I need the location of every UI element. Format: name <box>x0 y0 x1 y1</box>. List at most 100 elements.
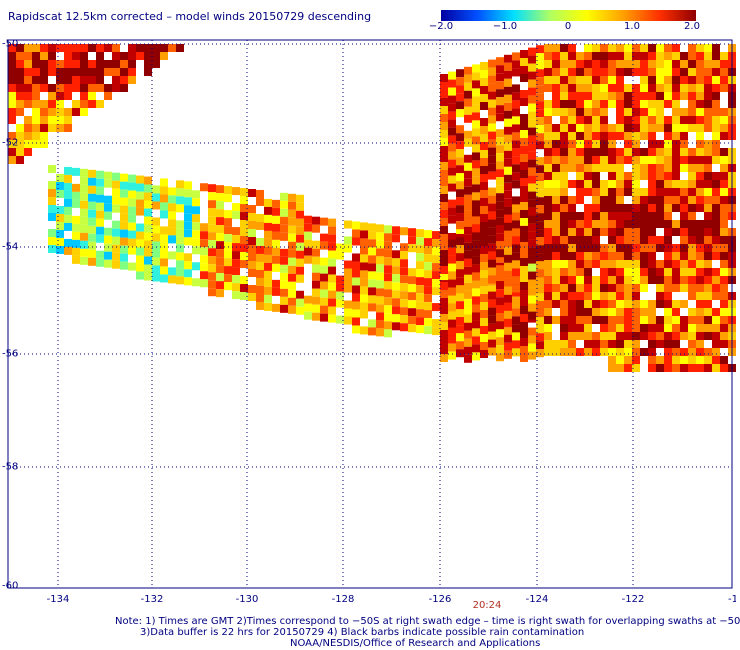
wind-cell <box>608 172 616 180</box>
wind-cell <box>544 308 552 316</box>
wind-cell <box>648 356 656 364</box>
wind-cell <box>360 286 368 295</box>
wind-cell <box>56 116 64 124</box>
wind-cell <box>440 170 448 178</box>
wind-cell <box>520 194 528 202</box>
wind-cell <box>72 247 80 256</box>
wind-cell <box>264 254 272 263</box>
wind-cell <box>448 159 456 168</box>
wind-cell <box>352 325 360 334</box>
wind-cell <box>664 196 672 204</box>
wind-cell <box>200 279 208 288</box>
wind-cell <box>640 220 648 228</box>
wind-cell <box>8 156 16 164</box>
wind-cell <box>616 356 624 364</box>
wind-cell <box>560 196 568 204</box>
wind-cell <box>496 81 504 90</box>
wind-cell <box>528 199 536 208</box>
wind-cell <box>624 332 632 340</box>
wind-cell <box>616 204 624 212</box>
wind-cell <box>616 100 624 108</box>
wind-cell <box>384 233 392 242</box>
wind-cell <box>72 191 80 200</box>
wind-cell <box>696 188 704 196</box>
wind-cell <box>184 237 192 246</box>
wind-cell <box>576 268 584 276</box>
wind-cell <box>304 303 312 312</box>
wind-cell <box>480 334 488 342</box>
wind-cell <box>88 241 96 250</box>
wind-cell <box>72 231 80 240</box>
wind-cell <box>48 52 56 60</box>
wind-cell <box>432 231 440 240</box>
wind-cell <box>472 112 480 121</box>
wind-cell <box>696 68 704 76</box>
wind-cell <box>40 100 48 108</box>
wind-cell <box>168 195 176 204</box>
wind-cell <box>688 332 696 340</box>
wind-cell <box>136 263 144 272</box>
wind-cell <box>576 52 584 60</box>
wind-cell <box>608 84 616 92</box>
wind-cell <box>440 346 448 354</box>
wind-cell <box>584 236 592 244</box>
wind-cell <box>656 316 664 324</box>
wind-cell <box>568 132 576 140</box>
wind-cell <box>512 252 520 261</box>
wind-cell <box>504 286 512 295</box>
wind-cell <box>704 268 712 276</box>
wind-cell <box>16 124 24 132</box>
wind-cell <box>632 188 640 196</box>
wind-cell <box>328 306 336 315</box>
wind-cell <box>576 68 584 76</box>
wind-cell <box>416 261 424 270</box>
wind-cell <box>96 170 104 179</box>
wind-cell <box>72 255 80 264</box>
wind-cell <box>544 340 552 348</box>
wind-cell <box>280 200 288 209</box>
wind-cell <box>656 44 664 52</box>
wind-cell <box>152 225 160 234</box>
wind-cell <box>304 247 312 256</box>
wind-cell <box>680 268 688 276</box>
wind-cell <box>152 273 160 282</box>
wind-cell <box>120 189 128 198</box>
wind-cell <box>392 290 400 299</box>
wind-cell <box>632 60 640 68</box>
wind-cell <box>152 201 160 210</box>
wind-cell <box>720 68 728 76</box>
wind-cell <box>136 271 144 280</box>
wind-cell <box>592 308 600 316</box>
wind-cell <box>296 194 304 203</box>
wind-cell <box>512 324 520 333</box>
wind-cell <box>496 313 504 322</box>
wind-cell <box>552 196 560 204</box>
wind-cell <box>672 148 680 156</box>
wind-cell <box>480 318 488 326</box>
wind-cell <box>704 236 712 244</box>
wind-cell <box>216 209 224 218</box>
wind-cell <box>376 224 384 233</box>
wind-cell <box>624 60 632 68</box>
wind-cell <box>608 148 616 156</box>
wind-cell <box>584 324 592 332</box>
wind-cell <box>288 281 296 290</box>
wind-cell <box>104 60 112 68</box>
wind-cell <box>448 287 456 296</box>
wind-cell <box>336 283 344 292</box>
wind-cell <box>664 68 672 76</box>
wind-cell <box>704 284 712 292</box>
wind-cell <box>240 292 248 301</box>
wind-cell <box>600 212 608 220</box>
wind-cell <box>464 202 472 211</box>
wind-cell <box>256 269 264 278</box>
wind-cell <box>584 188 592 196</box>
wind-cell <box>24 84 32 92</box>
wind-cell <box>608 140 616 148</box>
wind-cell <box>536 317 544 326</box>
wind-cell <box>592 316 600 324</box>
wind-cell <box>696 60 704 68</box>
wind-cell <box>520 138 528 146</box>
wind-cell <box>720 260 728 268</box>
wind-cell <box>584 228 592 236</box>
